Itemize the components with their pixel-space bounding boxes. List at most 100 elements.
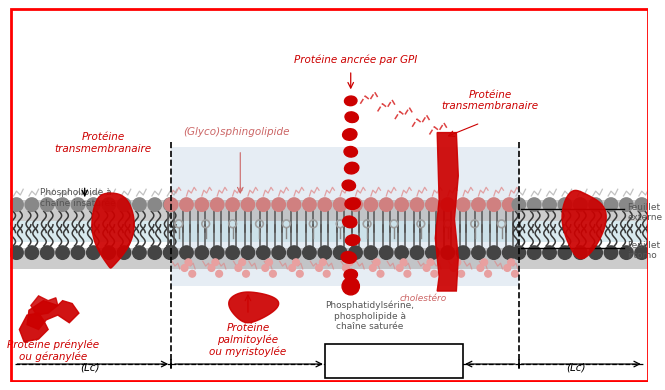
- Circle shape: [212, 259, 219, 266]
- Polygon shape: [92, 193, 134, 268]
- Circle shape: [269, 270, 276, 277]
- Circle shape: [303, 198, 316, 211]
- Circle shape: [195, 246, 209, 259]
- Circle shape: [239, 259, 245, 266]
- Circle shape: [257, 198, 270, 211]
- Ellipse shape: [342, 129, 357, 140]
- Circle shape: [396, 265, 403, 271]
- Ellipse shape: [342, 180, 356, 191]
- Circle shape: [342, 278, 359, 295]
- Circle shape: [512, 246, 525, 259]
- Bar: [10, 200, 648, 221]
- Circle shape: [380, 246, 393, 259]
- Circle shape: [241, 198, 255, 211]
- Circle shape: [25, 246, 39, 259]
- Circle shape: [426, 198, 439, 211]
- Circle shape: [333, 246, 347, 259]
- Circle shape: [164, 198, 178, 211]
- Circle shape: [441, 246, 454, 259]
- Circle shape: [410, 198, 424, 211]
- Circle shape: [380, 198, 393, 211]
- Circle shape: [102, 198, 116, 211]
- Ellipse shape: [345, 198, 360, 209]
- Circle shape: [543, 198, 556, 211]
- Circle shape: [349, 246, 362, 259]
- Circle shape: [527, 246, 541, 259]
- Polygon shape: [436, 133, 458, 291]
- Circle shape: [508, 259, 515, 266]
- Circle shape: [404, 270, 411, 277]
- Circle shape: [148, 246, 162, 259]
- Circle shape: [133, 246, 146, 259]
- Text: Protéine
transmembranaire: Protéine transmembranaire: [442, 90, 539, 112]
- Circle shape: [543, 246, 556, 259]
- Circle shape: [423, 265, 430, 271]
- Circle shape: [431, 270, 438, 277]
- Circle shape: [56, 198, 69, 211]
- Circle shape: [272, 246, 285, 259]
- Circle shape: [558, 246, 572, 259]
- Circle shape: [456, 198, 470, 211]
- Text: 20nm => µm: 20nm => µm: [363, 364, 424, 373]
- Circle shape: [272, 198, 285, 211]
- Circle shape: [226, 198, 239, 211]
- Circle shape: [289, 265, 295, 271]
- Circle shape: [503, 198, 516, 211]
- Text: Phosphatidylsérine,
phospholipide à
chaîne saturée: Phosphatidylsérine, phospholipide à chaî…: [325, 301, 414, 331]
- Circle shape: [266, 259, 273, 266]
- Circle shape: [481, 259, 487, 266]
- Circle shape: [71, 198, 84, 211]
- Ellipse shape: [345, 112, 358, 122]
- Circle shape: [41, 198, 54, 211]
- Circle shape: [503, 246, 516, 259]
- Circle shape: [262, 265, 269, 271]
- Text: Feuillet
irtomo: Feuillet irtomo: [627, 241, 660, 261]
- Circle shape: [195, 198, 209, 211]
- Circle shape: [604, 198, 618, 211]
- Circle shape: [450, 265, 457, 271]
- Circle shape: [10, 198, 23, 211]
- Circle shape: [477, 265, 483, 271]
- Polygon shape: [229, 292, 279, 323]
- Circle shape: [10, 246, 23, 259]
- Circle shape: [303, 246, 316, 259]
- Ellipse shape: [344, 96, 357, 106]
- Circle shape: [427, 259, 434, 266]
- Circle shape: [635, 246, 648, 259]
- Circle shape: [318, 246, 332, 259]
- Circle shape: [211, 246, 224, 259]
- Circle shape: [512, 198, 525, 211]
- Bar: [171, 147, 519, 286]
- Ellipse shape: [346, 235, 360, 245]
- Bar: [10, 221, 648, 242]
- Circle shape: [573, 198, 587, 211]
- Circle shape: [454, 259, 461, 266]
- Circle shape: [189, 270, 196, 277]
- Circle shape: [604, 246, 618, 259]
- Polygon shape: [27, 301, 79, 330]
- Text: Protéine
transmembranaire: Protéine transmembranaire: [55, 132, 152, 154]
- Text: Radeaux (lo): Radeaux (lo): [361, 353, 427, 363]
- Circle shape: [370, 265, 376, 271]
- Circle shape: [487, 246, 501, 259]
- Bar: [10, 248, 648, 269]
- Text: (Lc): (Lc): [80, 363, 100, 373]
- Circle shape: [71, 246, 84, 259]
- Polygon shape: [562, 190, 606, 259]
- Circle shape: [257, 246, 270, 259]
- Text: (Lc): (Lc): [567, 363, 586, 373]
- Circle shape: [346, 259, 353, 266]
- Circle shape: [319, 259, 327, 266]
- Circle shape: [573, 246, 587, 259]
- Circle shape: [133, 198, 146, 211]
- Circle shape: [117, 198, 131, 211]
- Circle shape: [471, 198, 485, 211]
- Circle shape: [117, 246, 131, 259]
- Text: Phospholipide à
chaîne insaturée: Phospholipide à chaîne insaturée: [41, 188, 116, 208]
- Circle shape: [41, 246, 54, 259]
- Circle shape: [241, 246, 255, 259]
- Circle shape: [102, 246, 116, 259]
- Circle shape: [333, 198, 347, 211]
- Circle shape: [287, 246, 301, 259]
- Circle shape: [377, 270, 384, 277]
